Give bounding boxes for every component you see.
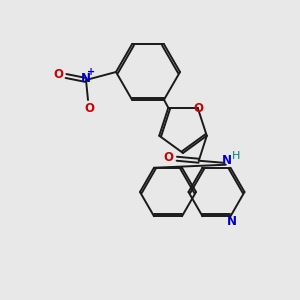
- Text: N: N: [226, 215, 236, 228]
- Text: O: O: [164, 151, 174, 164]
- Text: N: N: [222, 154, 232, 167]
- Text: N: N: [81, 71, 91, 85]
- Text: +: +: [87, 67, 95, 77]
- Text: O: O: [84, 101, 94, 115]
- Text: O: O: [53, 68, 63, 82]
- Text: H: H: [232, 151, 240, 161]
- Text: O: O: [194, 102, 204, 115]
